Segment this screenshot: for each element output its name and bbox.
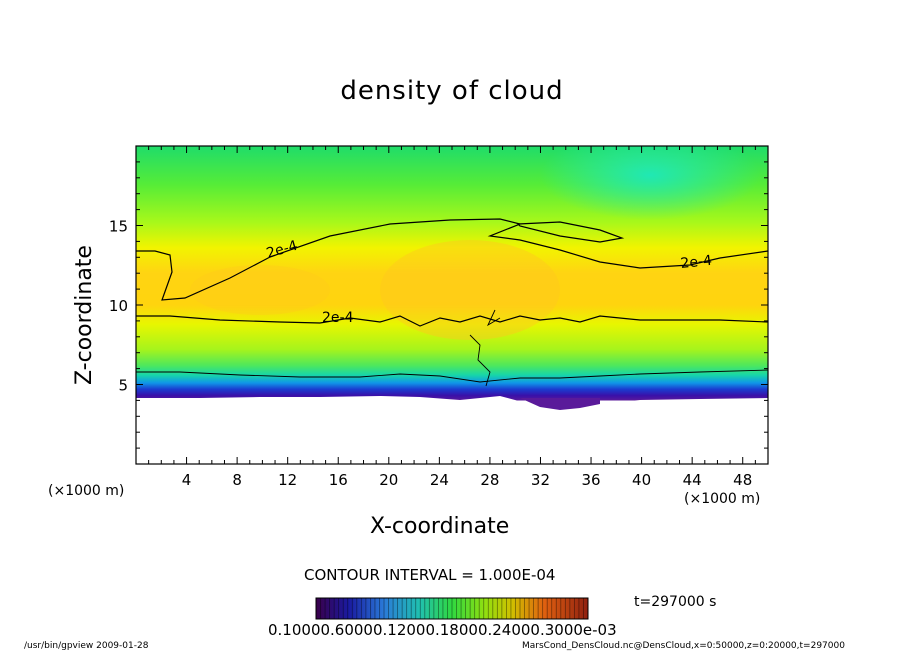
x-axis-ticks: 4 8 12 16 20 24 28 32 36 40 44 48 (148, 146, 756, 489)
x-axis-label: X-coordinate (370, 514, 510, 539)
y-axis-label: Z-coordinate (72, 245, 97, 385)
contour-lines (136, 218, 769, 387)
y-tick-label: 5 (118, 377, 128, 395)
x-tick-label: 8 (232, 471, 242, 489)
colorbar-stripes (320, 598, 584, 619)
time-label: t=297000 s (634, 594, 717, 610)
x-tick-label: 16 (329, 471, 348, 489)
x-tick-label: 20 (379, 471, 398, 489)
x-tick-label: 36 (581, 471, 600, 489)
heatmap-field (136, 146, 768, 464)
colorbar-fill (315, 597, 589, 620)
x-unit-label-right: (×1000 m) (684, 491, 761, 507)
contour-label: 2e-4 (680, 253, 713, 272)
x-tick-label: 12 (278, 471, 297, 489)
x-tick-label: 44 (683, 471, 702, 489)
colorbar-labels: 0.10000.60000.12000.18000.24000.3000e-03 (268, 621, 617, 639)
y-tick-label: 10 (109, 297, 128, 315)
chart-title: density of cloud (340, 76, 564, 106)
x-tick-label: 48 (733, 471, 752, 489)
x-unit-label-left: (×1000 m) (48, 483, 125, 499)
x-tick-label: 24 (430, 471, 449, 489)
y-axis-ticks: 5 10 15 (109, 161, 768, 449)
footer-right: MarsCond_DensCloud.nc@DensCloud,x=0:5000… (522, 641, 845, 651)
contour-interval-text: CONTOUR INTERVAL = 1.000E-04 (304, 566, 556, 584)
x-tick-label: 4 (182, 471, 192, 489)
contour-label: 2e-4 (322, 310, 354, 326)
x-tick-label: 40 (632, 471, 651, 489)
x-tick-label: 32 (531, 471, 550, 489)
y-tick-label: 15 (109, 218, 128, 236)
x-tick-label: 28 (480, 471, 499, 489)
footer-left: /usr/bin/gpview 2009-01-28 (24, 641, 149, 651)
colorbar (315, 597, 589, 620)
